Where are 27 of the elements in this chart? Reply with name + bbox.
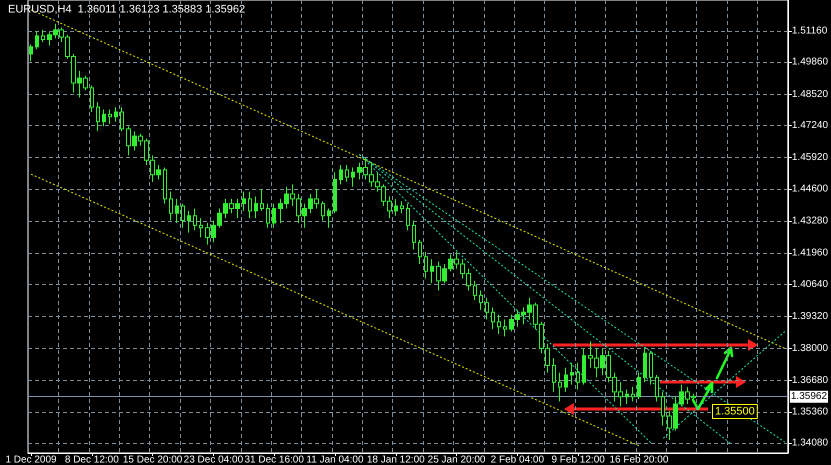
- x-tick-label: 25 Jan 20:00: [428, 454, 486, 465]
- y-tick-label: 1.44600: [792, 184, 828, 195]
- y-tick-label: 1.38000: [792, 342, 828, 354]
- x-tick-label: 11 Jan 04:00: [306, 454, 364, 465]
- y-tick-label: 1.51160: [792, 25, 828, 36]
- ref-line-label: 1.35962: [790, 391, 828, 402]
- y-tick-label: 1.34080: [792, 438, 828, 449]
- y-tick-label: 1.39320: [792, 311, 828, 322]
- y-tick-label: 1.45920: [792, 152, 828, 163]
- x-tick-label: 16 Feb 20:00: [609, 454, 669, 465]
- y-tick-label: 1.47240: [792, 120, 828, 131]
- y-tick-label: 1.48520: [792, 89, 828, 100]
- x-tick-label: 9 Feb 12:00: [551, 454, 606, 465]
- y-tick-label: 1.36680: [792, 374, 828, 386]
- x-tick-label: 8 Dec 12:00: [64, 454, 120, 465]
- annotation: 1.35500: [715, 406, 755, 418]
- x-tick-label: 1 Dec 2009: [5, 454, 58, 465]
- y-tick-label: 1.41960: [792, 247, 828, 258]
- y-tick-label: 1.49860: [792, 56, 828, 68]
- y-tick-label: 1.40640: [792, 279, 828, 290]
- x-tick-label: 2 Feb 04:00: [490, 454, 544, 465]
- x-tick-label: 23 Dec 04:00: [184, 454, 244, 465]
- x-tick-label: 15 Dec 20:00: [122, 454, 183, 465]
- y-tick-label: 1.35360: [792, 406, 828, 418]
- x-tick-label: 31 Dec 16:00: [244, 454, 304, 465]
- y-tick-label: 1.43280: [792, 216, 828, 227]
- x-tick-label: 18 Jan 12:00: [366, 454, 426, 465]
